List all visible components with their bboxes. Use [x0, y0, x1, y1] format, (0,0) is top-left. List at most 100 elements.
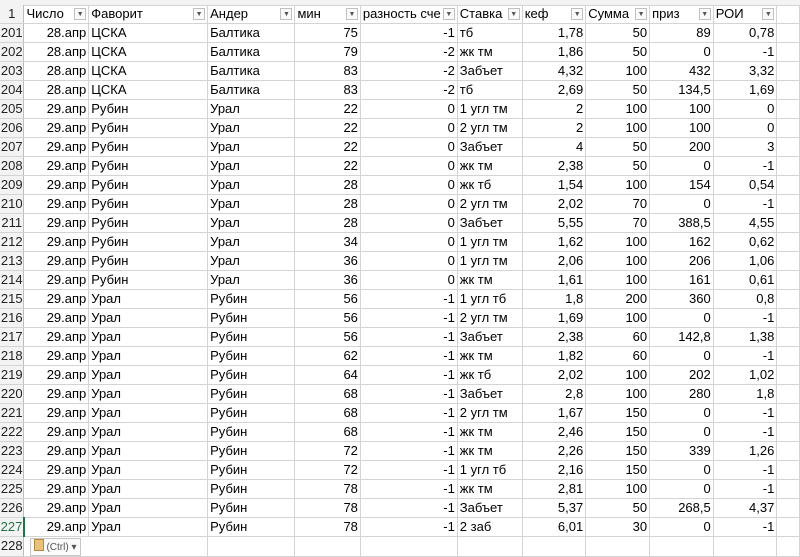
cell[interactable]: 68 — [294, 384, 361, 404]
cell[interactable]: 1,8 — [713, 384, 778, 404]
cell[interactable]: Рубин — [207, 441, 296, 461]
empty-cell[interactable] — [776, 460, 800, 480]
cell[interactable]: Рубин — [88, 270, 209, 290]
cell[interactable]: 150 — [585, 422, 651, 442]
row-number[interactable]: 216 — [0, 308, 25, 328]
empty-cell[interactable] — [776, 327, 800, 347]
cell[interactable]: 1,54 — [522, 175, 587, 195]
cell[interactable]: Забъет — [457, 61, 523, 81]
cell[interactable]: 29.апр — [23, 251, 90, 271]
cell[interactable]: 29.апр — [23, 175, 90, 195]
cell[interactable]: жк тм — [457, 156, 523, 176]
empty-cell[interactable] — [776, 365, 800, 385]
cell[interactable]: 62 — [294, 346, 361, 366]
cell[interactable]: -1 — [713, 403, 778, 423]
cell[interactable]: 1,8 — [522, 289, 587, 309]
cell[interactable]: 1,38 — [713, 327, 778, 347]
empty-cell[interactable] — [776, 308, 800, 328]
empty-cell[interactable] — [207, 536, 296, 557]
cell[interactable]: 1,26 — [713, 441, 778, 461]
row-number[interactable]: 222 — [0, 422, 25, 442]
cell[interactable]: 339 — [649, 441, 714, 461]
cell[interactable]: Урал — [207, 251, 296, 271]
cell[interactable]: 2,16 — [522, 460, 587, 480]
cell[interactable]: 29.апр — [23, 403, 90, 423]
cell[interactable]: 89 — [649, 23, 714, 43]
cell[interactable]: Урал — [207, 99, 296, 119]
cell[interactable]: жк тм — [457, 441, 523, 461]
cell[interactable]: 29.апр — [23, 194, 90, 214]
row-number[interactable]: 206 — [0, 118, 25, 138]
cell[interactable]: 0 — [360, 118, 458, 138]
cell[interactable]: Урал — [88, 441, 209, 461]
cell[interactable]: Рубин — [207, 365, 296, 385]
empty-cell[interactable] — [776, 479, 800, 499]
cell[interactable]: 29.апр — [23, 270, 90, 290]
cell[interactable]: -1 — [713, 517, 778, 537]
cell[interactable]: 29.апр — [23, 308, 90, 328]
cell[interactable]: 50 — [585, 498, 651, 518]
empty-cell[interactable] — [649, 536, 714, 557]
cell[interactable]: 29.апр — [23, 289, 90, 309]
cell[interactable]: 2 угл тм — [457, 308, 523, 328]
cell[interactable]: 29.апр — [23, 460, 90, 480]
column-header[interactable]: мин ▼ — [294, 5, 361, 24]
cell[interactable]: Урал — [207, 232, 296, 252]
cell[interactable]: 28.апр — [23, 61, 90, 81]
cell[interactable]: -1 — [360, 441, 458, 461]
cell[interactable]: 2,38 — [522, 156, 587, 176]
cell[interactable]: 1 угл тм — [457, 99, 523, 119]
cell[interactable]: 0 — [360, 156, 458, 176]
column-header[interactable]: Андер ▼ — [207, 5, 296, 24]
cell[interactable]: 100 — [585, 479, 651, 499]
cell[interactable]: 2,06 — [522, 251, 587, 271]
cell[interactable]: 161 — [649, 270, 714, 290]
cell[interactable]: 2,46 — [522, 422, 587, 442]
cell[interactable]: 0,8 — [713, 289, 778, 309]
row-number[interactable]: 208 — [0, 156, 25, 176]
cell[interactable]: Рубин — [207, 460, 296, 480]
cell[interactable]: 1,06 — [713, 251, 778, 271]
cell[interactable]: 280 — [649, 384, 714, 404]
column-header[interactable]: Число ▼ — [23, 5, 90, 24]
cell[interactable]: Урал — [88, 422, 209, 442]
empty-cell[interactable] — [776, 289, 800, 309]
cell[interactable]: 2 угл тм — [457, 403, 523, 423]
cell[interactable]: 1 угл тб — [457, 460, 523, 480]
empty-cell[interactable] — [776, 441, 800, 461]
cell[interactable]: 150 — [585, 460, 651, 480]
filter-dropdown-icon[interactable]: ▼ — [571, 8, 584, 20]
cell[interactable]: Балтика — [207, 42, 296, 62]
cell[interactable]: 268,5 — [649, 498, 714, 518]
row-number[interactable]: 227 — [0, 517, 25, 537]
cell[interactable]: Урал — [88, 327, 209, 347]
cell[interactable]: 2 заб — [457, 517, 523, 537]
cell[interactable]: -2 — [360, 80, 458, 100]
column-header[interactable]: Фаворит ▼ — [88, 5, 209, 24]
cell[interactable]: 60 — [585, 346, 651, 366]
cell[interactable]: 3,32 — [713, 61, 778, 81]
cell[interactable]: 22 — [294, 156, 361, 176]
cell[interactable]: 83 — [294, 61, 361, 81]
cell[interactable]: 0 — [360, 175, 458, 195]
cell[interactable]: 2,02 — [522, 365, 587, 385]
cell[interactable]: Урал — [88, 479, 209, 499]
column-header[interactable]: кеф ▼ — [522, 5, 587, 24]
row-number[interactable]: 215 — [0, 289, 25, 309]
empty-cell[interactable] — [294, 536, 361, 557]
cell[interactable]: жк тм — [457, 346, 523, 366]
cell[interactable]: Рубин — [88, 232, 209, 252]
cell[interactable]: Рубин — [207, 517, 296, 537]
cell[interactable]: 1,02 — [713, 365, 778, 385]
cell[interactable]: 4,32 — [522, 61, 587, 81]
cell[interactable]: 202 — [649, 365, 714, 385]
cell[interactable]: Забъет — [457, 384, 523, 404]
row-number[interactable]: 217 — [0, 327, 25, 347]
cell[interactable]: 2 — [522, 99, 587, 119]
cell[interactable]: 78 — [294, 479, 361, 499]
cell[interactable]: -1 — [713, 194, 778, 214]
empty-cell[interactable] — [457, 536, 523, 557]
row-number[interactable]: 223 — [0, 441, 25, 461]
cell[interactable]: 1,62 — [522, 232, 587, 252]
cell[interactable]: Забъет — [457, 498, 523, 518]
